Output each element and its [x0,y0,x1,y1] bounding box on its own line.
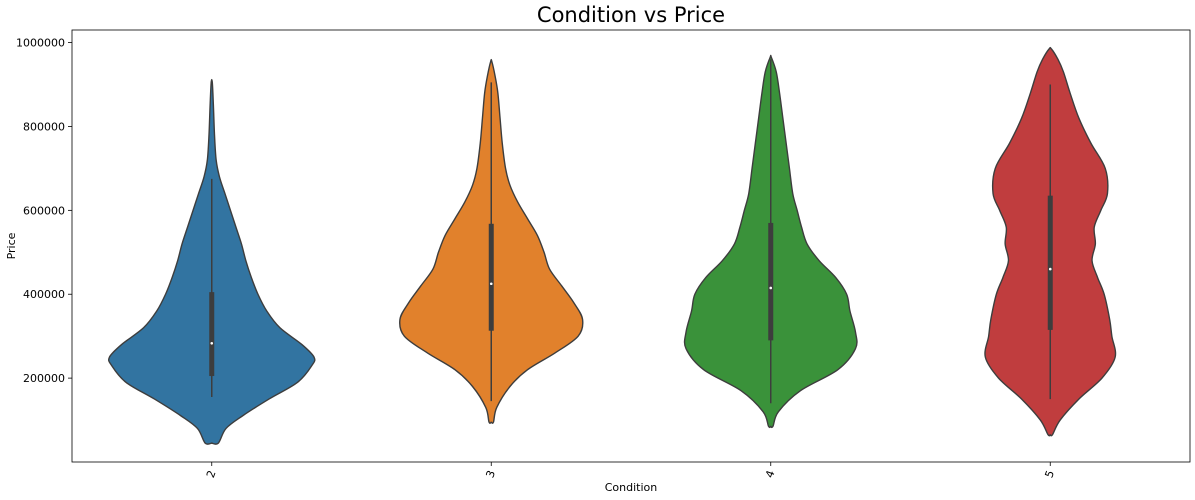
chart-title: Condition vs Price [537,3,725,27]
y-tick-label: 200000 [23,372,65,385]
x-axis-label: Condition [605,481,658,494]
x-axis: 2 3 4 5 [204,462,1057,480]
violin-median-2 [210,342,214,345]
y-tick-label: 800000 [23,120,65,133]
x-tick-label: 3 [483,469,498,480]
violin-iqr-box-2 [209,292,215,377]
violin-median-5 [1048,267,1052,271]
x-tick-label: 4 [763,469,778,480]
y-axis-label: Price [5,232,18,259]
violin-median-4 [769,286,773,290]
x-tick-label: 2 [204,469,219,480]
y-tick-label: 600000 [23,204,65,217]
violin-iqr-box-5 [1047,195,1053,330]
y-tick-label: 400000 [23,288,65,301]
violin-iqr-box-3 [488,223,494,331]
violin-median-3 [489,282,493,286]
x-tick-label: 5 [1042,469,1057,480]
violin-iqr-box-4 [768,222,774,341]
y-axis: 200000 400000 600000 800000 1000000 [16,37,72,385]
violins-group [107,46,1117,445]
plot-frame [71,29,1191,463]
y-tick-label: 1000000 [16,37,65,50]
